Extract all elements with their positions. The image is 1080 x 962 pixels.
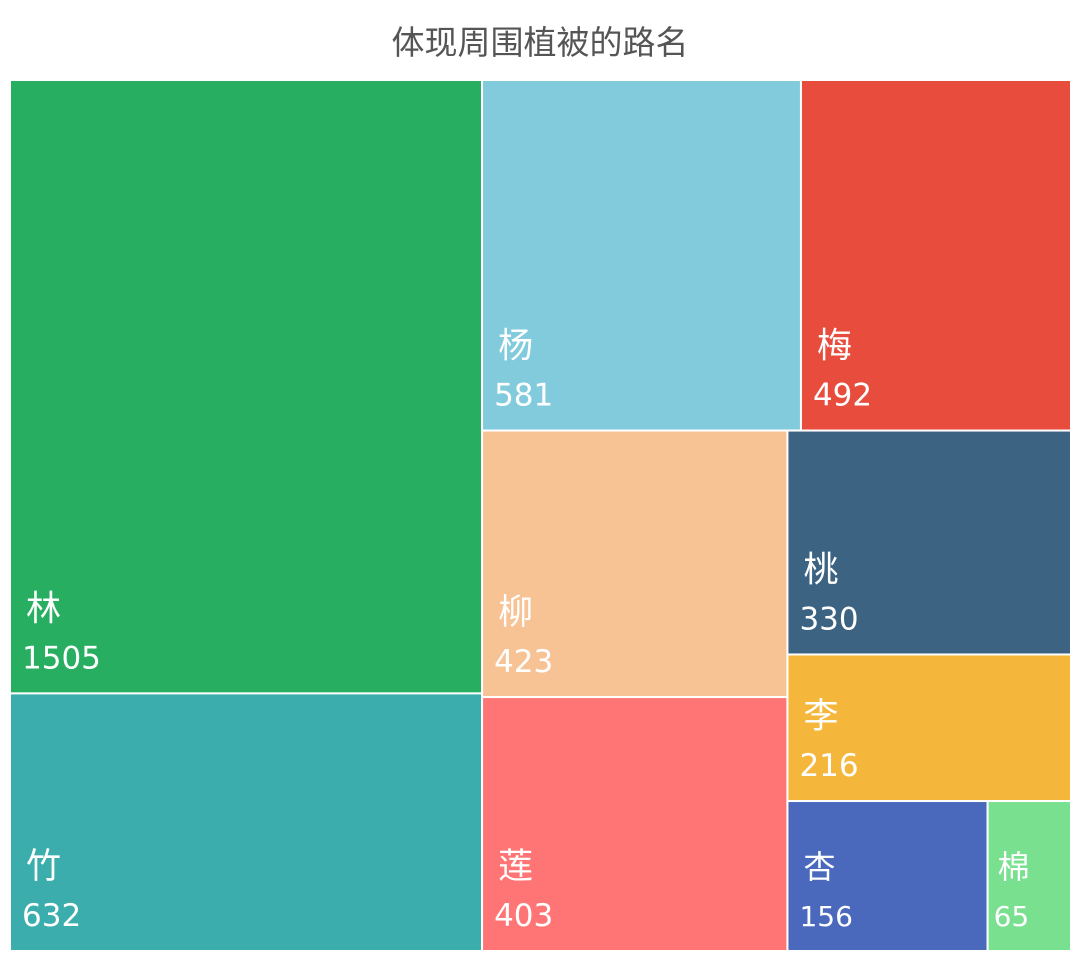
- cell-name-label: 莲: [498, 847, 533, 887]
- treemap-cell: 莲 403: [481, 696, 789, 953]
- treemap-rect: [481, 79, 802, 432]
- treemap-rect: [786, 800, 989, 952]
- treemap-rect: [481, 696, 789, 953]
- cell-value-label: 581: [494, 378, 553, 414]
- treemap-cell: 竹 632: [9, 692, 484, 952]
- treemap-rect: [9, 79, 484, 695]
- cell-name-label: 桃: [803, 550, 838, 590]
- treemap-cell: 杨 581: [481, 79, 802, 432]
- treemap-rect: [986, 800, 1072, 952]
- cell-value-label: 492: [813, 378, 872, 414]
- treemap-rect: [9, 692, 484, 952]
- cell-name-label: 杏: [803, 848, 835, 886]
- cell-value-label: 423: [494, 644, 553, 680]
- cell-value-label: 65: [994, 900, 1030, 933]
- treemap-cell: 柳 423: [481, 429, 789, 699]
- cell-value-label: 330: [799, 601, 858, 637]
- cell-value-label: 403: [494, 898, 553, 934]
- treemap-cell: 杏 156: [786, 800, 989, 952]
- cell-value-label: 156: [799, 900, 852, 933]
- cell-value-label: 216: [799, 748, 858, 784]
- cell-name-label: 林: [26, 589, 61, 629]
- treemap-rect: [481, 429, 789, 699]
- cell-value-label: 632: [22, 898, 81, 934]
- treemap-cell: 梅 492: [799, 79, 1072, 432]
- treemap-cell: 棉 65: [986, 800, 1072, 952]
- chart-title: 体现周围植被的路名: [391, 23, 689, 62]
- treemap-cell: 林 1505: [9, 79, 484, 695]
- cell-name-label: 杨: [498, 327, 533, 367]
- treemap-cell: 李 216: [786, 653, 1072, 803]
- cell-name-label: 李: [803, 697, 838, 737]
- treemap-cell: 桃 330: [786, 429, 1072, 656]
- cell-name-label: 柳: [498, 593, 533, 633]
- cell-name-label: 竹: [26, 847, 61, 887]
- treemap-rect: [786, 653, 1072, 803]
- cell-value-label: 1505: [22, 640, 101, 676]
- cell-name-label: 棉: [998, 848, 1030, 886]
- treemap-rect: [799, 79, 1072, 432]
- cell-name-label: 梅: [817, 327, 852, 367]
